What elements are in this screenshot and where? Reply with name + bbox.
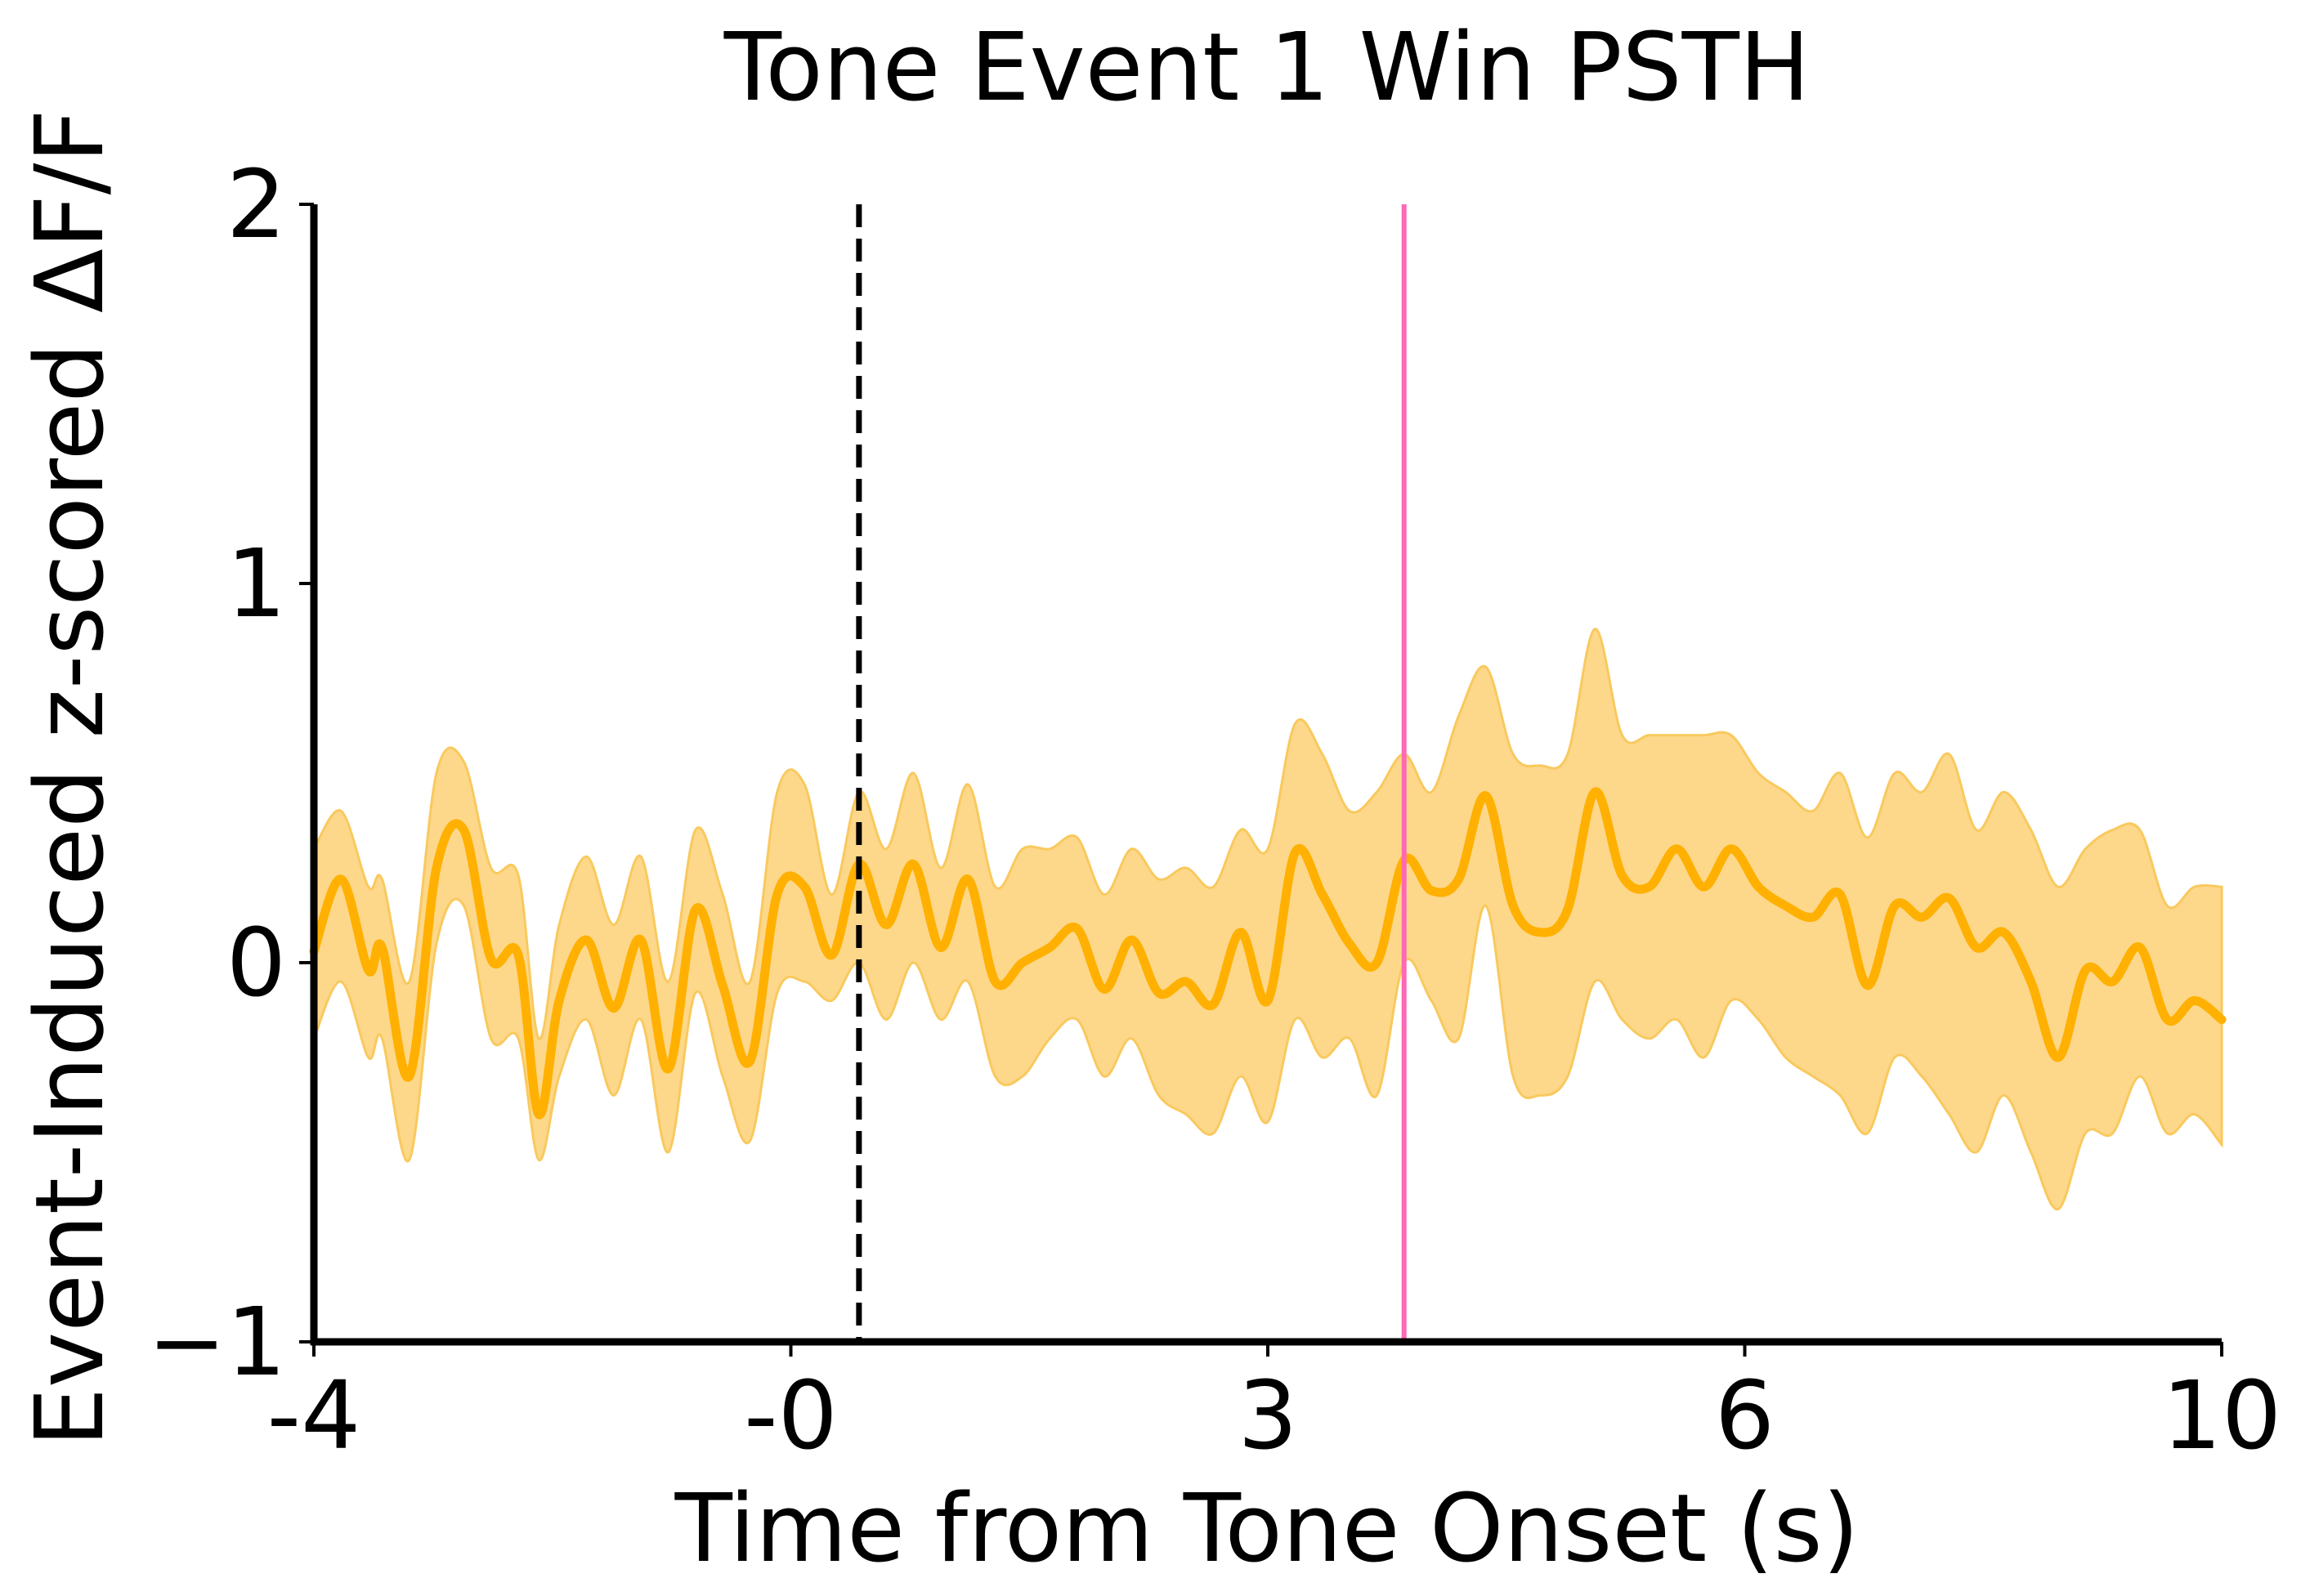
- y-tick-label: 1: [226, 530, 286, 639]
- x-tick-label: -0: [744, 1361, 838, 1471]
- y-tick-label: −1: [147, 1288, 286, 1397]
- mean-line: [309, 787, 2227, 1120]
- y-axis-label: Event-Induced z-scored ΔF/F: [16, 109, 125, 1446]
- chart-title: Tone Event 1 Win PSTH: [723, 13, 1811, 123]
- x-tick-label: 10: [2162, 1361, 2281, 1471]
- x-axis-label: Time from Tone Onset (s): [674, 1474, 1860, 1584]
- x-tick-label: -4: [267, 1361, 361, 1471]
- y-tick-label: 0: [226, 909, 286, 1018]
- y-ticks: −1 0 1 2: [147, 150, 314, 1397]
- sem-band: [312, 628, 2223, 1211]
- x-tick-label: 6: [1715, 1361, 1775, 1471]
- plot-area: [309, 204, 2227, 1342]
- x-ticks: -4 -0 3 6 10: [267, 1342, 2281, 1471]
- x-tick-label: 3: [1238, 1361, 1297, 1471]
- axes: −1 0 1 2 -4 -0 3 6 10: [147, 150, 2281, 1471]
- y-tick-label: 2: [226, 150, 286, 260]
